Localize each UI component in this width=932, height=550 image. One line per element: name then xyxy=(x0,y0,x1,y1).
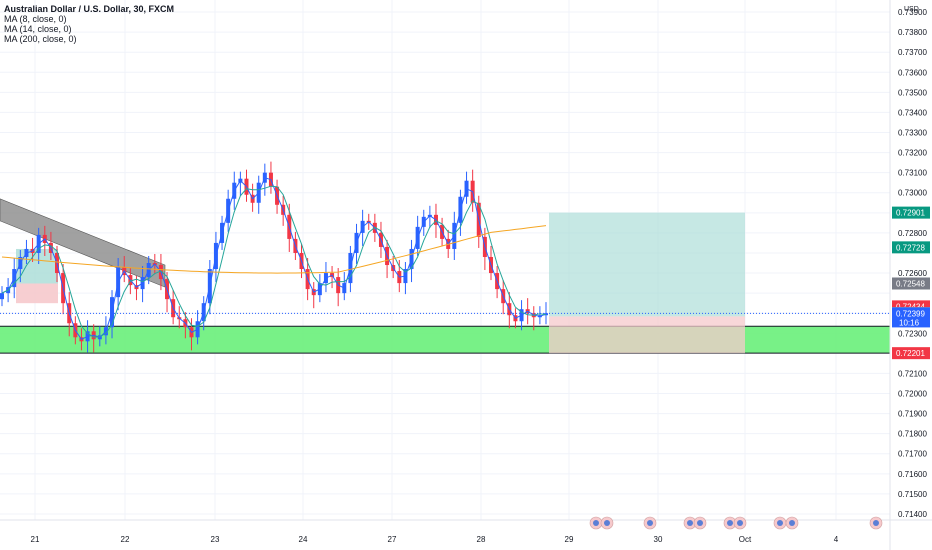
event-flag-icon-center xyxy=(789,520,795,526)
price-badge-label: 0.72548 xyxy=(896,279,925,288)
chart-legend: Australian Dollar / U.S. Dollar, 30, FXC… xyxy=(4,4,174,44)
price-tick-label: 0.71900 xyxy=(898,410,927,419)
ma-200-line xyxy=(1,225,547,274)
ma-14-line xyxy=(1,185,547,338)
time-tick-label: Oct xyxy=(739,535,752,544)
price-tick-label: 0.73900 xyxy=(898,8,927,17)
price-tick-label: 0.73000 xyxy=(898,189,927,198)
price-tick-label: 0.71600 xyxy=(898,470,927,479)
event-flag-icon-center xyxy=(593,520,599,526)
price-badge xyxy=(892,206,930,219)
ma-14-legend: MA (14, close, 0) xyxy=(4,24,72,34)
ma-8-legend: MA (8, close, 0) xyxy=(4,14,67,24)
prior-stop-box xyxy=(16,283,58,304)
time-tick-label: 30 xyxy=(654,535,663,544)
time-tick-label: 28 xyxy=(477,535,486,544)
axis-currency: USD xyxy=(904,6,919,13)
event-flag-icon-center xyxy=(647,520,653,526)
economic-events xyxy=(589,516,883,530)
price-tick-label: 0.73300 xyxy=(898,129,927,138)
price-tick-label: 0.72600 xyxy=(898,269,927,278)
time-tick-label: 27 xyxy=(388,535,397,544)
time-tick-label: 21 xyxy=(31,535,40,544)
price-tick-label: 0.73200 xyxy=(898,149,927,158)
price-tick-label: 0.73100 xyxy=(898,169,927,178)
candle-body xyxy=(0,293,4,300)
time-tick-label: 24 xyxy=(299,535,308,544)
long-stop-area xyxy=(549,316,745,354)
time-tick-label: 23 xyxy=(211,535,220,544)
event-flag-icon-center xyxy=(697,520,703,526)
price-tick-label: 0.72800 xyxy=(898,229,927,238)
price-tick-label: 0.71500 xyxy=(898,490,927,499)
time-tick-label: 22 xyxy=(121,535,130,544)
symbol-title: Australian Dollar / U.S. Dollar, 30, FXC… xyxy=(4,4,175,14)
price-badge xyxy=(892,347,930,360)
event-flag-icon-center xyxy=(687,520,693,526)
price-badge-label: 0.72434 xyxy=(896,302,925,311)
time-tick-label: 4 xyxy=(834,535,839,544)
price-tick-label: 0.72100 xyxy=(898,369,927,378)
ma-8-line xyxy=(1,177,547,340)
event-flag-icon-center xyxy=(604,520,610,526)
price-badge xyxy=(892,277,930,290)
chart-zones xyxy=(0,198,890,354)
price-badge-label: 0.72201 xyxy=(896,349,925,358)
price-badge xyxy=(892,241,930,254)
price-tick-label: 0.73600 xyxy=(898,68,927,77)
price-badge-label: 0.72728 xyxy=(896,243,925,252)
long-target-area xyxy=(549,212,745,317)
price-badge-label: 0.72901 xyxy=(896,209,925,218)
ma-200-legend: MA (200, close, 0) xyxy=(4,34,77,44)
price-badge-label: 0.72399 xyxy=(896,309,925,318)
price-tick-label: 0.73700 xyxy=(898,48,927,57)
event-flag-icon-center xyxy=(737,520,743,526)
event-flag-icon-center xyxy=(727,520,733,526)
price-tick-label: 0.71400 xyxy=(898,510,927,519)
support-zone xyxy=(0,326,890,354)
price-tick-label: 0.73500 xyxy=(898,88,927,97)
time-tick-label: 29 xyxy=(565,535,574,544)
countdown-label: 10:16 xyxy=(899,318,920,327)
event-flag-icon-center xyxy=(777,520,783,526)
moving-averages xyxy=(0,177,890,340)
price-tick-label: 0.73400 xyxy=(898,108,927,117)
price-tick-label: 0.71800 xyxy=(898,430,927,439)
event-flag-icon-center xyxy=(873,520,879,526)
price-tick-label: 0.71700 xyxy=(898,450,927,459)
price-badge xyxy=(892,307,930,328)
price-tick-label: 0.72300 xyxy=(898,329,927,338)
price-tick-label: 0.72000 xyxy=(898,390,927,399)
price-tick-label: 0.73800 xyxy=(898,28,927,37)
